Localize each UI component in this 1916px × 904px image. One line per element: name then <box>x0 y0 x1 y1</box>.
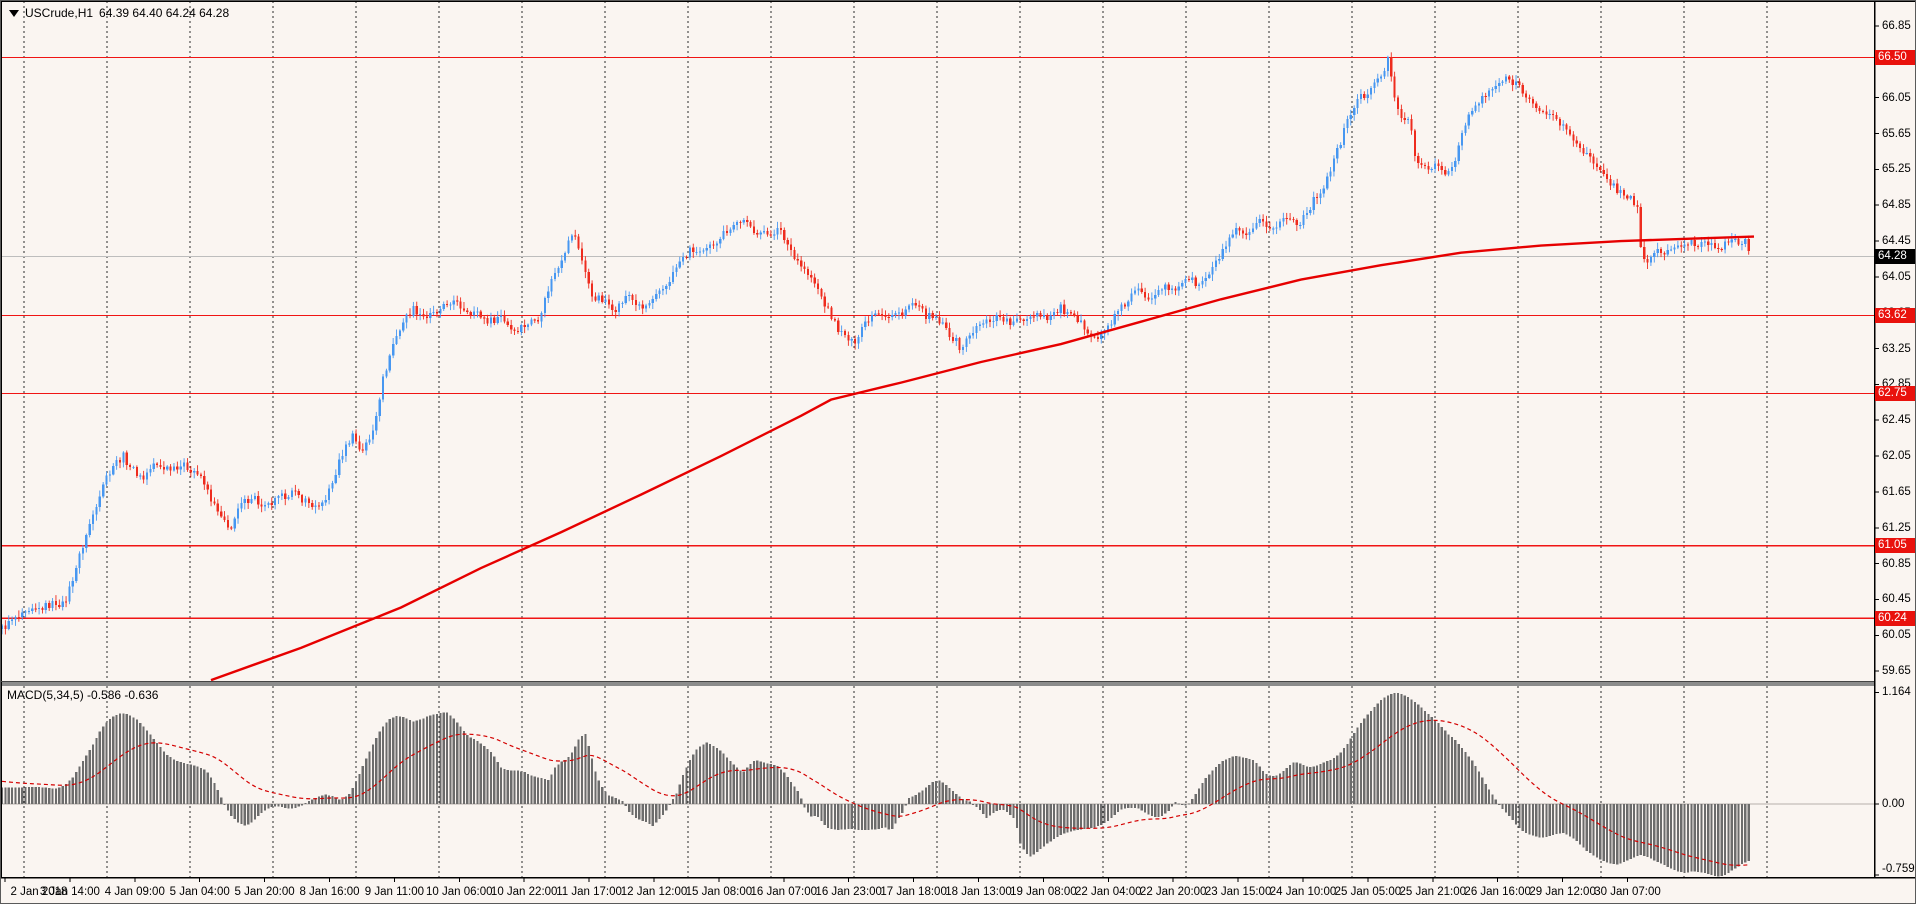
level-price-tag[interactable]: 62.75 <box>1875 385 1915 401</box>
panel-separator <box>1 682 1875 686</box>
price-tick-label: 64.05 <box>1882 270 1911 283</box>
time-tick-label: 15 Jan 08:00 <box>685 886 753 898</box>
price-tick-label: 62.45 <box>1882 414 1911 427</box>
price-tick-label: 60.05 <box>1882 629 1911 642</box>
time-tick-label: 17 Jan 18:00 <box>880 886 947 898</box>
level-price-tag[interactable]: 61.05 <box>1875 538 1915 554</box>
price-tick-label: 64.85 <box>1882 199 1911 212</box>
time-tick-label: 2 Jan 2018 <box>10 886 68 898</box>
symbol-dropdown-arrow-icon[interactable] <box>9 9 19 17</box>
time-tick-label: 24 Jan 10:00 <box>1269 886 1337 898</box>
macd-tick-label: -0.759 <box>1882 863 1915 875</box>
grid-lines <box>23 1 1768 877</box>
time-tick-label: 10 Jan 22:00 <box>490 886 558 898</box>
level-price-tag[interactable]: 60.24 <box>1875 610 1915 626</box>
time-tick-label: 11 Jan 17:00 <box>556 886 622 898</box>
ohlc-quote-label: 64.39 64.40 64.24 64.28 <box>99 6 230 20</box>
macd-signal-line <box>1 719 1749 866</box>
current-price-tag: 64.28 <box>1875 248 1915 264</box>
price-tick-label: 65.65 <box>1882 127 1911 140</box>
macd-name-label: MACD(5,34,5) <box>7 688 84 702</box>
time-tick-label: 30 Jan 07:00 <box>1594 886 1661 898</box>
time-tick-label: 25 Jan 21:00 <box>1399 886 1467 898</box>
price-tick-label: 60.45 <box>1882 593 1911 606</box>
time-tick-label: 23 Jan 15:00 <box>1204 886 1272 898</box>
time-tick-label: 26 Jan 16:00 <box>1464 886 1531 898</box>
macd-tick-label: 1.164 <box>1882 686 1911 699</box>
macd-indicator-label: MACD(5,34,5) -0.586 -0.636 <box>7 688 158 702</box>
time-tick-label: 5 Jan 20:00 <box>234 886 295 898</box>
time-tick-label: 9 Jan 11:00 <box>364 886 425 898</box>
time-tick-label: 18 Jan 13:00 <box>945 886 1012 898</box>
time-tick-label: 16 Jan 07:00 <box>750 886 818 898</box>
price-tick-label: 62.05 <box>1882 450 1911 463</box>
time-tick-label: 12 Jan 12:00 <box>620 886 688 898</box>
price-tick-label: 66.85 <box>1882 20 1911 32</box>
time-tick-label: 19 Jan 08:00 <box>1010 886 1077 898</box>
time-tick-label: 22 Jan 20:00 <box>1139 886 1207 898</box>
moving-average-line <box>210 235 1755 682</box>
symbol-timeframe-label: USCrude,H1 <box>25 6 94 20</box>
level-price-tag[interactable]: 66.50 <box>1875 49 1915 65</box>
time-axis[interactable] <box>1 878 1874 903</box>
macd-values-label: -0.586 -0.636 <box>87 688 159 702</box>
time-tick-label: 25 Jan 05:00 <box>1334 886 1402 898</box>
chart-title: USCrude,H1 64.39 64.40 64.24 64.28 <box>9 6 229 20</box>
time-tick-label: 5 Jan 04:00 <box>169 886 230 898</box>
time-tick-label: 22 Jan 04:00 <box>1075 886 1142 898</box>
time-tick-label: 8 Jan 16:00 <box>299 886 360 898</box>
price-tick-label: 64.45 <box>1882 235 1911 248</box>
time-tick-label: 4 Jan 09:00 <box>104 886 165 898</box>
price-tick-label: 59.65 <box>1882 665 1911 678</box>
main-chart-area[interactable] <box>1 1 1874 682</box>
time-tick-label: 3 Jan 14:00 <box>39 886 100 898</box>
price-tick-label: 61.25 <box>1882 521 1911 534</box>
price-tick-label: 60.85 <box>1882 557 1911 570</box>
chart-frame <box>1 1 1915 879</box>
macd-tick-label: 0.00 <box>1882 798 1905 810</box>
level-price-tag[interactable]: 63.62 <box>1875 307 1915 323</box>
support-resistance-lines <box>1 56 1874 619</box>
macd-indicator-area[interactable] <box>1 686 1874 877</box>
time-tick-label: 10 Jan 06:00 <box>426 886 493 898</box>
price-tick-label: 63.25 <box>1882 342 1911 355</box>
time-tick-label: 16 Jan 23:00 <box>815 886 882 898</box>
candlestick-series <box>1 52 1750 635</box>
time-tick-label: 29 Jan 12:00 <box>1529 886 1596 898</box>
macd-histogram <box>1 692 1750 877</box>
price-tick-label: 66.05 <box>1882 91 1911 104</box>
price-tick-label: 65.25 <box>1882 163 1911 176</box>
price-axis[interactable] <box>1875 1 1915 877</box>
price-tick-label: 61.65 <box>1882 485 1911 498</box>
